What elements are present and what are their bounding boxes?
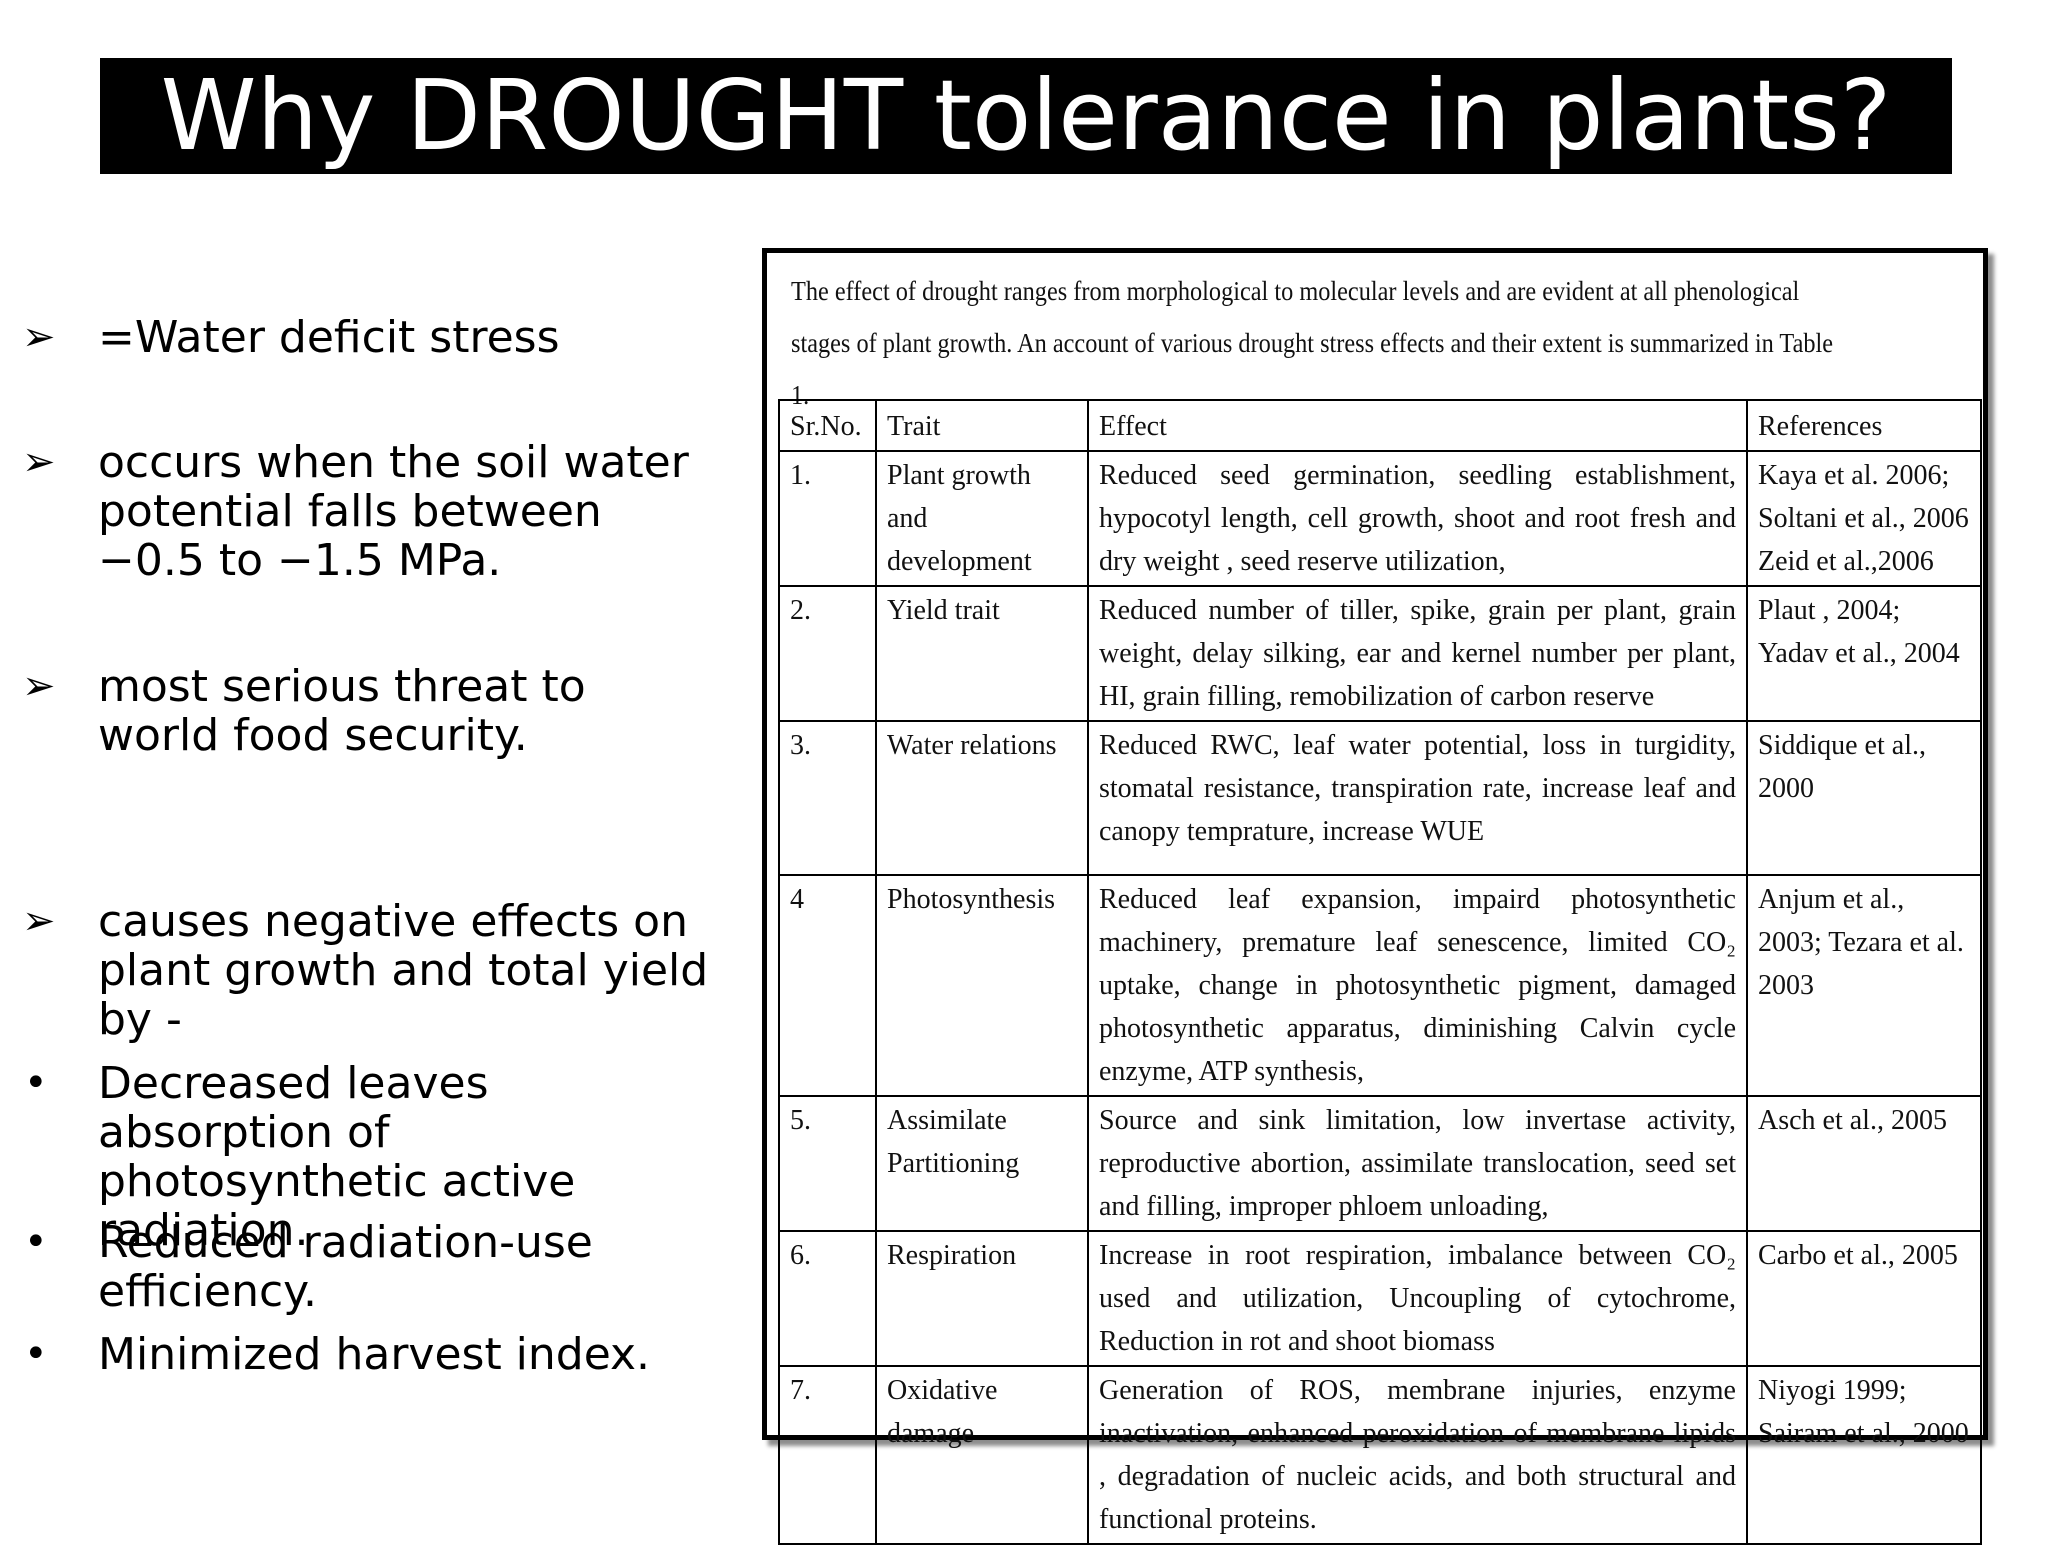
bullet-text: Reduced radiation-use efficiency. [98, 1217, 593, 1317]
cell-effect: Generation of ROS, membrane injuries, en… [1087, 1365, 1748, 1545]
cell-sr-no: 4 [778, 874, 877, 1097]
arrow-bullet-icon: ➢ [22, 898, 56, 944]
cell-trait: Assimilate Partitioning [875, 1095, 1089, 1232]
cell-sr-no: 3. [778, 720, 877, 876]
header-trait: Trait [875, 399, 1089, 452]
dot-bullet-icon: • [24, 1331, 48, 1377]
slide-title: Why DROUGHT tolerance in plants? [160, 59, 1892, 172]
table-row: 5. Assimilate Partitioning Source and si… [778, 1095, 1982, 1232]
table-row: 6. Respiration Increase in root respirat… [778, 1230, 1982, 1367]
table-image-frame: The effect of drought ranges from morpho… [762, 248, 1988, 1545]
cell-references: Anjum et al., 2003; Tezara et al. 2003 [1746, 874, 1982, 1097]
bullet-text: occurs when the soil water potential fal… [98, 437, 689, 586]
dot-bullet-icon: • [24, 1060, 48, 1106]
table-row: 1. Plant growth and development Reduced … [778, 450, 1982, 587]
drought-effects-table: Sr.No. Trait Effect References 1. Plant … [778, 399, 1982, 1545]
cell-effect: Reduced leaf expansion, impaird photosyn… [1087, 874, 1748, 1097]
cell-trait: Oxidative damage [875, 1365, 1089, 1545]
table-row: 7. Oxidative damage Generation of ROS, m… [778, 1365, 1982, 1545]
cell-trait: Water relations [875, 720, 1089, 876]
dot-bullet-icon: • [24, 1219, 48, 1265]
bullet-text: =Water deficit stress [98, 312, 560, 363]
cell-trait: Plant growth and development [875, 450, 1089, 587]
bullet-text: causes negative effects on plant growth … [98, 896, 709, 1045]
cell-effect: Reduced RWC, leaf water potential, loss … [1087, 720, 1748, 876]
bullet-list: ➢ =Water deficit stress ➢ occurs when th… [0, 0, 760, 1536]
arrow-bullet-icon: ➢ [22, 439, 56, 485]
table-intro: The effect of drought ranges from morpho… [791, 276, 1834, 410]
arrow-bullet-icon: ➢ [22, 663, 56, 709]
cell-references: Asch et al., 2005 [1746, 1095, 1982, 1232]
cell-references: Plaut , 2004; Yadav et al., 2004 [1746, 585, 1982, 722]
cell-sr-no: 2. [778, 585, 877, 722]
cell-trait: Photosynthesis [875, 874, 1089, 1097]
header-sr-no: Sr.No. [778, 399, 877, 452]
table-row: 4 Photosynthesis Reduced leaf expansion,… [778, 874, 1982, 1097]
slide-title-bar: Why DROUGHT tolerance in plants? [100, 58, 1952, 174]
cell-effect: Reduced seed germination, seedling estab… [1087, 450, 1748, 587]
cell-references: Niyogi 1999; Sairam et al., 2000 [1746, 1365, 1982, 1545]
cell-trait: Respiration [875, 1230, 1089, 1367]
bullet-text: Decreased leaves absorption of photosynt… [98, 1058, 576, 1256]
cell-sr-no: 7. [778, 1365, 877, 1545]
header-effect: Effect [1087, 399, 1748, 452]
bullet-text: most serious threat to world food securi… [98, 661, 586, 761]
arrow-bullet-icon: ➢ [22, 314, 56, 360]
cell-references: Siddique et al., 2000 [1746, 720, 1982, 876]
table-header-row: Sr.No. Trait Effect References [778, 399, 1982, 452]
cell-sr-no: 1. [778, 450, 877, 587]
cell-references: Carbo et al., 2005 [1746, 1230, 1982, 1367]
cell-effect: Source and sink limitation, low invertas… [1087, 1095, 1748, 1232]
cell-sr-no: 5. [778, 1095, 877, 1232]
cell-references: Kaya et al. 2006; Soltani et al., 2006 Z… [1746, 450, 1982, 587]
cell-effect: Increase in root respiration, imbalance … [1087, 1230, 1748, 1367]
table-row: 2. Yield trait Reduced number of tiller,… [778, 585, 1982, 722]
cell-sr-no: 6. [778, 1230, 877, 1367]
cell-trait: Yield trait [875, 585, 1089, 722]
cell-effect: Reduced number of tiller, spike, grain p… [1087, 585, 1748, 722]
table-row: 3. Water relations Reduced RWC, leaf wat… [778, 720, 1982, 876]
bullet-text: Minimized harvest index. [98, 1329, 651, 1380]
header-references: References [1746, 399, 1982, 452]
